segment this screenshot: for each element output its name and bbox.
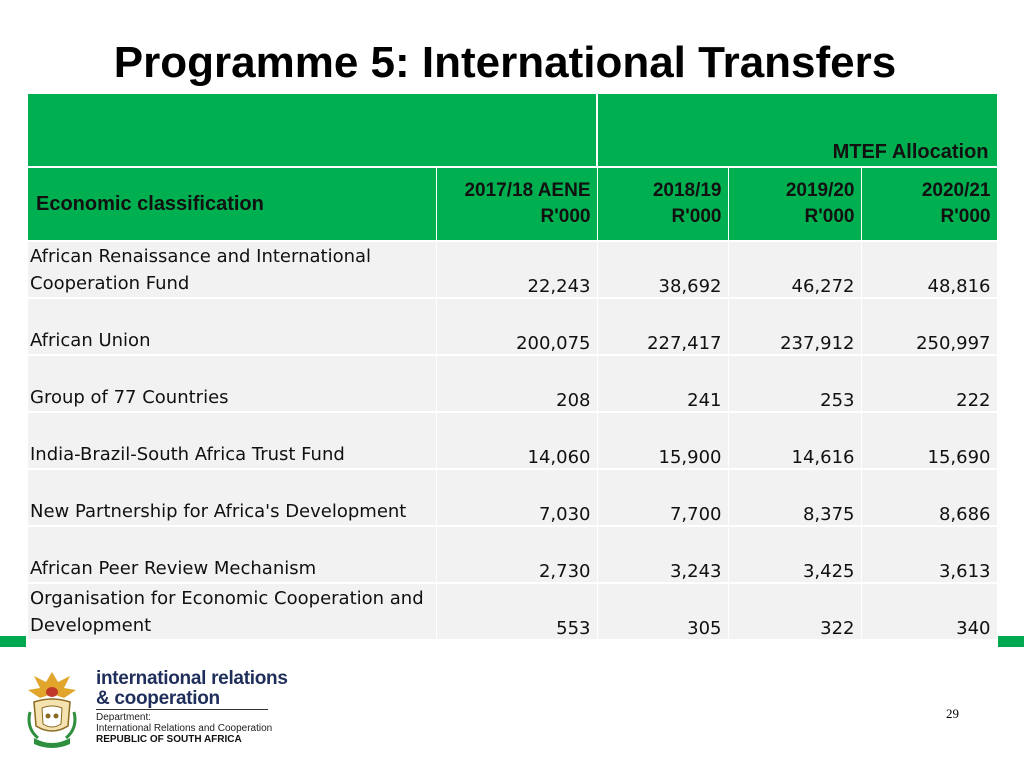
row-label: India-Brazil-South Africa Trust Fund (28, 412, 437, 470)
value-cell: 250,997 (861, 298, 998, 356)
unit-label: R'000 (804, 206, 855, 227)
mtef-allocation-header: MTEF Allocation (597, 94, 998, 168)
value-cell: 22,243 (436, 241, 598, 299)
value-cell: 48,816 (861, 241, 998, 299)
year-label: 2020/21 (921, 180, 991, 201)
row-label-line: African Renaissance and International (30, 246, 372, 267)
value-cell: 3,613 (861, 526, 998, 584)
table-header-row: Economic classification 2017/18 AENE R'0… (28, 167, 998, 242)
value-cell: 305 (597, 583, 729, 641)
value-cell: 322 (728, 583, 862, 641)
department-label: Department: (96, 712, 152, 723)
green-accent-right (998, 636, 1024, 647)
row-label-line: African Peer Review Mechanism (30, 558, 317, 579)
country-name: REPUBLIC OF SOUTH AFRICA (96, 734, 242, 745)
transfers-table: MTEF Allocation Economic classification … (28, 94, 998, 641)
row-label-line: Cooperation Fund (30, 273, 190, 294)
row-label-line: Development (30, 615, 152, 636)
coat-of-arms-icon (27, 672, 77, 748)
year-header: 2020/21 R'000 (861, 167, 998, 242)
department-name: International Relations and Cooperation (96, 723, 273, 734)
value-cell: 200,075 (436, 298, 598, 356)
value-cell: 8,375 (728, 469, 862, 527)
table-header-row-top: MTEF Allocation (28, 94, 998, 168)
row-label-line: Organisation for Economic Cooperation an… (30, 588, 424, 609)
value-cell: 15,690 (861, 412, 998, 470)
value-cell: 208 (436, 355, 598, 413)
row-label-line: India-Brazil-South Africa Trust Fund (30, 444, 345, 465)
unit-label: R'000 (671, 206, 722, 227)
row-label: African Union (28, 298, 437, 356)
brand-name-line2: & cooperation (96, 688, 220, 709)
table-row: Group of 77 Countries 208 241 253 222 (28, 355, 998, 413)
value-cell: 237,912 (728, 298, 862, 356)
value-cell: 7,030 (436, 469, 598, 527)
row-label: Organisation for Economic Cooperation an… (28, 583, 437, 641)
value-cell: 253 (728, 355, 862, 413)
brand-name-line1: international relations (96, 668, 288, 689)
value-cell: 46,272 (728, 241, 862, 299)
row-label: Group of 77 Countries (28, 355, 437, 413)
economic-classification-header: Economic classification (28, 167, 437, 242)
value-cell: 14,060 (436, 412, 598, 470)
value-cell: 340 (861, 583, 998, 641)
row-label: New Partnership for Africa's Development (28, 469, 437, 527)
value-cell: 553 (436, 583, 598, 641)
row-label-line: New Partnership for Africa's Development (30, 501, 407, 522)
table-row: New Partnership for Africa's Development… (28, 469, 998, 527)
value-cell: 3,425 (728, 526, 862, 584)
table-row: Organisation for Economic Cooperation an… (28, 583, 998, 641)
value-cell: 8,686 (861, 469, 998, 527)
value-cell: 3,243 (597, 526, 729, 584)
value-cell: 222 (861, 355, 998, 413)
value-cell: 7,700 (597, 469, 729, 527)
unit-label: R'000 (940, 206, 991, 227)
row-label: African Renaissance and International Coo… (28, 241, 437, 299)
value-cell: 15,900 (597, 412, 729, 470)
page-number: 29 (946, 706, 959, 721)
table-row: African Peer Review Mechanism 2,730 3,24… (28, 526, 998, 584)
row-label: African Peer Review Mechanism (28, 526, 437, 584)
table-row: India-Brazil-South Africa Trust Fund 14,… (28, 412, 998, 470)
value-cell: 2,730 (436, 526, 598, 584)
year-header: 2019/20 R'000 (728, 167, 862, 242)
year-header: 2018/19 R'000 (597, 167, 729, 242)
brand-divider (96, 709, 268, 710)
header-blank-cell (28, 94, 598, 168)
row-label-line: African Union (30, 330, 151, 351)
value-cell: 38,692 (597, 241, 729, 299)
value-cell: 241 (597, 355, 729, 413)
year-label: 2018/19 (652, 180, 722, 201)
table-row: African Union 200,075 227,417 237,912 25… (28, 298, 998, 356)
value-cell: 227,417 (597, 298, 729, 356)
year-label: 2017/18 AENE (464, 180, 591, 201)
year-label: 2019/20 (785, 180, 855, 201)
row-label-line: Group of 77 Countries (30, 387, 229, 408)
table-row: African Renaissance and International Coo… (28, 241, 998, 299)
slide-title: Programme 5: International Transfers (113, 38, 897, 87)
green-accent-left (0, 636, 26, 647)
year-header: 2017/18 AENE R'000 (436, 167, 598, 242)
unit-label: R'000 (540, 206, 591, 227)
value-cell: 14,616 (728, 412, 862, 470)
